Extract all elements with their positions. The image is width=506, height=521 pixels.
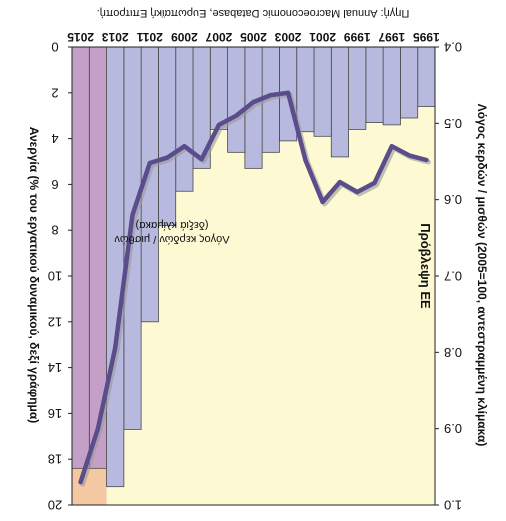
bar-2007 [209, 46, 228, 130]
line-point-2006 [234, 113, 239, 118]
line-shadow [80, 92, 431, 487]
line-point-2013 [113, 345, 118, 350]
bar-1995 [417, 46, 436, 107]
line-point-2010 [165, 155, 170, 160]
right-tick-label: 0.6 [444, 192, 462, 207]
bar-2013 [106, 46, 125, 488]
line-point-1995 [424, 157, 429, 162]
line-point-2001 [320, 199, 325, 204]
chart-source: Πηγή: Annual Macroeconomic Database, Ευρ… [97, 7, 410, 19]
line-point-2005 [251, 99, 256, 104]
year-label-2007: 2007 [205, 30, 232, 44]
line-point-1999 [355, 190, 360, 195]
right-tick-label: 0.7 [444, 269, 462, 284]
left-tick-label: 12 [48, 314, 62, 329]
year-label-1995: 1995 [413, 30, 440, 44]
right-tick-label: 0.4 [444, 40, 462, 55]
line-point-2014 [95, 426, 100, 431]
year-label-2011: 2011 [136, 30, 162, 44]
left-tick-label: 14 [48, 360, 62, 375]
left-tick-label: 6 [51, 177, 58, 192]
year-label-2009: 2009 [171, 30, 198, 44]
left-tick-label: 16 [48, 406, 62, 421]
line-point-2009 [182, 144, 187, 149]
bar-1999 [348, 46, 367, 130]
bar-2006 [227, 46, 246, 153]
left-axis-ticks: 0 2 4 6 8 10 12 14 16 18 20 [48, 40, 72, 513]
left-tick-label: 20 [48, 498, 62, 513]
left-tick-label: 10 [48, 269, 62, 284]
line-point-2012 [130, 212, 135, 217]
left-tick-label: 18 [48, 452, 62, 467]
line-point-1996 [407, 153, 412, 158]
line-annotation-2: (δεξιά κλίμακα) [135, 219, 208, 231]
line-annotation-1: Λόγος κερδών / μισθών [114, 233, 230, 245]
year-label-2003: 2003 [274, 30, 301, 44]
right-tick-label: 0.8 [444, 345, 462, 360]
line-point-2007 [216, 122, 221, 127]
year-label-2005: 2005 [240, 30, 267, 44]
bar-2001 [313, 46, 332, 137]
forecast-annotation: Πρόβλεψη ΕΕ [418, 223, 433, 309]
left-axis-label: Ανεργία (% του εργατικού δυναμικού, δεξί… [27, 127, 41, 424]
left-tick-label: 8 [51, 223, 58, 238]
right-axis-label: Λόγος κερδών / μισθών (2005=100, αντεστρ… [475, 104, 489, 447]
year-labels: 1995 1997 1999 2001 2003 2005 2007 2009 2011 2013… [67, 30, 440, 44]
bar-1997 [382, 46, 401, 126]
plot-area [71, 46, 436, 506]
right-axis-ticks: 0.4 0.5 0.6 0.7 0.8 0.9 1.0 [435, 40, 462, 513]
line-point-2015 [78, 480, 83, 485]
bar-1996 [400, 46, 419, 119]
year-label-1999: 1999 [344, 30, 371, 44]
bar-2009 [175, 46, 194, 192]
bar-1998 [365, 46, 384, 123]
bar-2015 [71, 46, 90, 469]
left-tick-label: 0 [51, 40, 58, 55]
bar-2002 [296, 46, 315, 133]
line-point-2000 [337, 180, 342, 185]
year-label-2015: 2015 [67, 30, 94, 44]
line-point-2003 [286, 90, 291, 95]
line-point-2011 [147, 161, 152, 166]
year-label-1997: 1997 [378, 30, 405, 44]
line-point-1997 [389, 144, 394, 149]
line-point-2002 [303, 157, 308, 162]
right-tick-label: 1.0 [444, 498, 462, 513]
left-tick-label: 4 [51, 131, 58, 146]
line-point-2008 [199, 157, 204, 162]
year-label-2001: 2001 [309, 30, 336, 44]
bar-2010 [158, 46, 177, 227]
right-tick-label: 0.5 [444, 116, 462, 131]
line-point-2004 [268, 93, 273, 98]
line-point-1998 [372, 180, 377, 185]
left-tick-label: 2 [51, 85, 58, 100]
year-label-2013: 2013 [102, 30, 129, 44]
bar-2000 [330, 46, 349, 158]
right-tick-label: 0.9 [444, 421, 462, 436]
